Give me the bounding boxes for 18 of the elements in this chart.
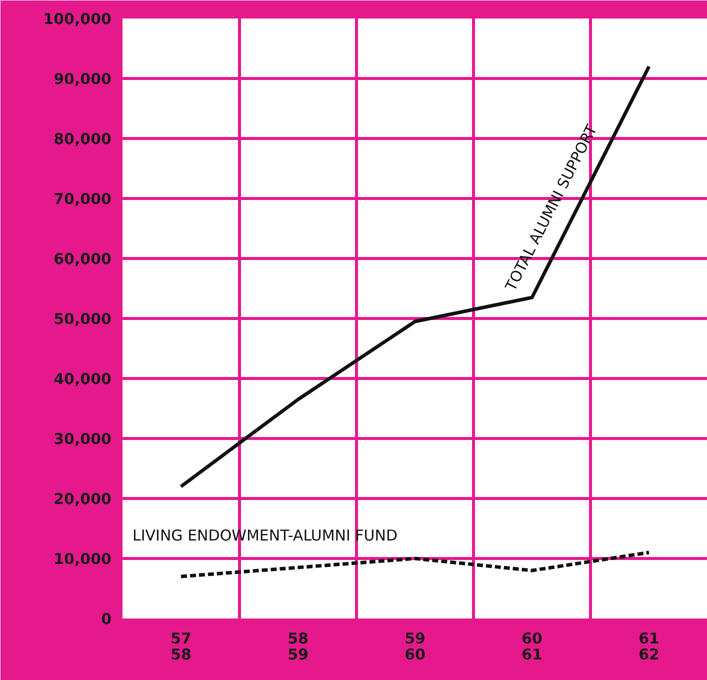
y-tick-label: 70,000: [54, 190, 112, 208]
y-tick-label: 30,000: [54, 430, 112, 448]
y-tick-label: 80,000: [54, 130, 112, 148]
y-tick-label: 10,000: [54, 550, 112, 568]
x-tick-label: 57 58: [170, 630, 192, 664]
x-tick-label: 60 61: [522, 630, 542, 664]
y-tick-label: 100,000: [43, 10, 112, 28]
y-tick-label: 90,000: [54, 70, 112, 88]
x-tick-label: 59 60: [404, 630, 426, 664]
y-tick-label: 50,000: [54, 310, 112, 328]
line-series: [179, 550, 651, 578]
y-tick-label: 40,000: [54, 370, 112, 388]
x-tick-label: 58 59: [288, 630, 308, 664]
y-tick-label: 0: [101, 610, 112, 628]
line-series: [179, 64, 651, 488]
y-tick-label: 60,000: [54, 250, 112, 268]
x-tick-label: 61 62: [638, 630, 660, 664]
y-tick-label: 20,000: [54, 490, 112, 508]
